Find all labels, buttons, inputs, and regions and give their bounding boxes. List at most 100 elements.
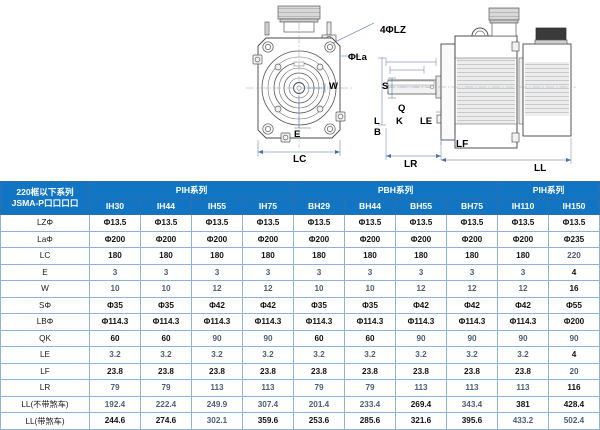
technical-drawing-area: 4ΦLZ ΦLa W E LC S L B Q K LE LF LR LL [0, 0, 600, 180]
cell-qk-ih44: 60 [140, 329, 192, 347]
table-body: LZΦ Φ13.5 Φ13.5 Φ13.5 Φ13.5 Φ13.5 Φ13.5 … [0, 214, 600, 430]
cell-ll-no-brake-ih30: 192.4 [89, 395, 141, 413]
row-label-la-phi: LaΦ [0, 230, 90, 248]
cell-ll-with-brake-bh44: 285.6 [344, 412, 396, 430]
cell-lf-ih75: 23.8 [242, 362, 294, 380]
cell-lc-bh44: 180 [344, 247, 396, 265]
label-lf: LF [456, 139, 469, 150]
label-lc: LC [293, 154, 307, 165]
cell-ll-no-brake-bh55: 269.4 [395, 395, 447, 413]
cell-ll-no-brake-ih110: 381 [497, 395, 549, 413]
cell-lb-phi-bh29: Φ114.3 [293, 313, 345, 331]
cell-ll-with-brake-bh29: 253.6 [293, 412, 345, 430]
cell-lz-phi-bh55: Φ13.5 [395, 214, 447, 232]
row-label-lz-phi: LZΦ [0, 214, 90, 232]
model-header-bh55: BH55 [395, 197, 447, 215]
cell-lf-bh55: 23.8 [395, 362, 447, 380]
cell-lz-phi-bh44: Φ13.5 [344, 214, 396, 232]
cell-qk-ih150: 90 [548, 329, 600, 347]
cell-w-bh75: 12 [446, 280, 498, 298]
cell-le-bh29: 3.2 [293, 346, 345, 364]
label-lr: LR [404, 159, 418, 170]
cell-lc-ih44: 180 [140, 247, 192, 265]
cell-lf-ih150: 20 [548, 362, 600, 380]
cell-la-phi-bh55: Φ200 [395, 230, 447, 248]
cell-w-ih44: 10 [140, 280, 192, 298]
cell-e-bh29: 3 [293, 263, 345, 281]
cell-w-bh29: 10 [293, 280, 345, 298]
cell-qk-bh29: 60 [293, 329, 345, 347]
cell-ll-with-brake-ih44: 274.6 [140, 412, 192, 430]
cell-le-ih150: 4 [548, 346, 600, 364]
cell-ll-with-brake-ih150: 502.4 [548, 412, 600, 430]
cell-e-bh75: 3 [446, 263, 498, 281]
cell-la-phi-bh29: Φ200 [293, 230, 345, 248]
cell-le-bh44: 3.2 [344, 346, 396, 364]
front-view-group [246, 5, 375, 156]
cell-le-bh55: 3.2 [395, 346, 447, 364]
table-head: 220框以下系列 JSMA-P口口口口 PIH系列 PBH系列 PIH系列 IH… [0, 181, 600, 215]
cell-lr-ih55: 113 [191, 379, 243, 397]
cell-lb-phi-ih44: Φ114.3 [140, 313, 192, 331]
cell-lb-phi-bh55: Φ114.3 [395, 313, 447, 331]
row-label-e: E [0, 263, 90, 281]
cell-lc-bh29: 180 [293, 247, 345, 265]
series-group-pih-2: PIH系列 [497, 181, 600, 199]
cell-lf-bh44: 23.8 [344, 362, 396, 380]
cell-la-phi-ih110: Φ200 [497, 230, 549, 248]
row-label-w: W [0, 280, 90, 298]
row-label-ll-with-brake: LL(带煞车) [0, 412, 90, 430]
cell-lc-ih110: 180 [497, 247, 549, 265]
row-label-lc: LC [0, 247, 90, 265]
specification-table: 220框以下系列 JSMA-P口口口口 PIH系列 PBH系列 PIH系列 IH… [0, 181, 600, 430]
table-row: LE 3.2 3.2 3.2 3.2 3.2 3.2 3.2 3.2 3.2 4 [0, 346, 600, 364]
row-label-lf: LF [0, 362, 90, 380]
cell-s-phi-ih150: Φ55 [548, 296, 600, 314]
label-4-phi-lz: 4ΦLZ [380, 25, 406, 36]
label-l: L [374, 116, 380, 127]
cell-lz-phi-ih110: Φ13.5 [497, 214, 549, 232]
row-label-ll-no-brake: LL(不带煞车) [0, 395, 90, 413]
cell-ll-with-brake-ih30: 244.6 [89, 412, 141, 430]
series-group-pbh: PBH系列 [293, 181, 498, 199]
cell-lz-phi-bh75: Φ13.5 [446, 214, 498, 232]
cell-lb-phi-bh75: Φ114.3 [446, 313, 498, 331]
model-header-ih55: IH55 [191, 197, 243, 215]
cell-lr-bh55: 113 [395, 379, 447, 397]
cell-s-phi-ih110: Φ42 [497, 296, 549, 314]
cell-la-phi-bh75: Φ200 [446, 230, 498, 248]
label-e: E [294, 129, 301, 140]
cell-qk-ih55: 90 [191, 329, 243, 347]
cell-e-ih75: 3 [242, 263, 294, 281]
cell-lr-ih75: 113 [242, 379, 294, 397]
series-group-pih-1: PIH系列 [89, 181, 294, 199]
model-header-ih110: IH110 [497, 197, 549, 215]
label-q: Q [398, 103, 406, 114]
cell-s-phi-ih75: Φ42 [242, 296, 294, 314]
cell-s-phi-bh75: Φ42 [446, 296, 498, 314]
cell-lc-ih30: 180 [89, 247, 141, 265]
cell-ll-with-brake-ih75: 359.6 [242, 412, 294, 430]
cell-lc-ih55: 180 [191, 247, 243, 265]
table-row: LL(不带煞车) 192.4 222.4 249.9 307.4 201.4 2… [0, 395, 600, 413]
label-w: W [329, 81, 338, 92]
cell-lr-ih150: 116 [548, 379, 600, 397]
cell-lc-bh75: 180 [446, 247, 498, 265]
model-header-ih44: IH44 [140, 197, 192, 215]
cell-lb-phi-ih150: Φ200 [548, 313, 600, 331]
cell-e-ih110: 3 [497, 263, 549, 281]
cell-s-phi-bh29: Φ35 [293, 296, 345, 314]
cell-lc-ih75: 180 [242, 247, 294, 265]
cell-lr-ih110: 113 [497, 379, 549, 397]
table-row: LaΦ Φ200 Φ200 Φ200 Φ200 Φ200 Φ200 Φ200 Φ… [0, 230, 600, 248]
specification-table-container: 220框以下系列 JSMA-P口口口口 PIH系列 PBH系列 PIH系列 IH… [0, 181, 600, 430]
cell-ll-no-brake-ih55: 249.9 [191, 395, 243, 413]
cell-lz-phi-ih150: Φ13.5 [548, 214, 600, 232]
model-header-ih150: IH150 [548, 197, 600, 215]
cell-w-bh55: 12 [395, 280, 447, 298]
cell-e-bh44: 3 [344, 263, 396, 281]
cell-le-ih110: 3.2 [497, 346, 549, 364]
cell-qk-ih110: 90 [497, 329, 549, 347]
cell-lz-phi-ih30: Φ13.5 [89, 214, 141, 232]
